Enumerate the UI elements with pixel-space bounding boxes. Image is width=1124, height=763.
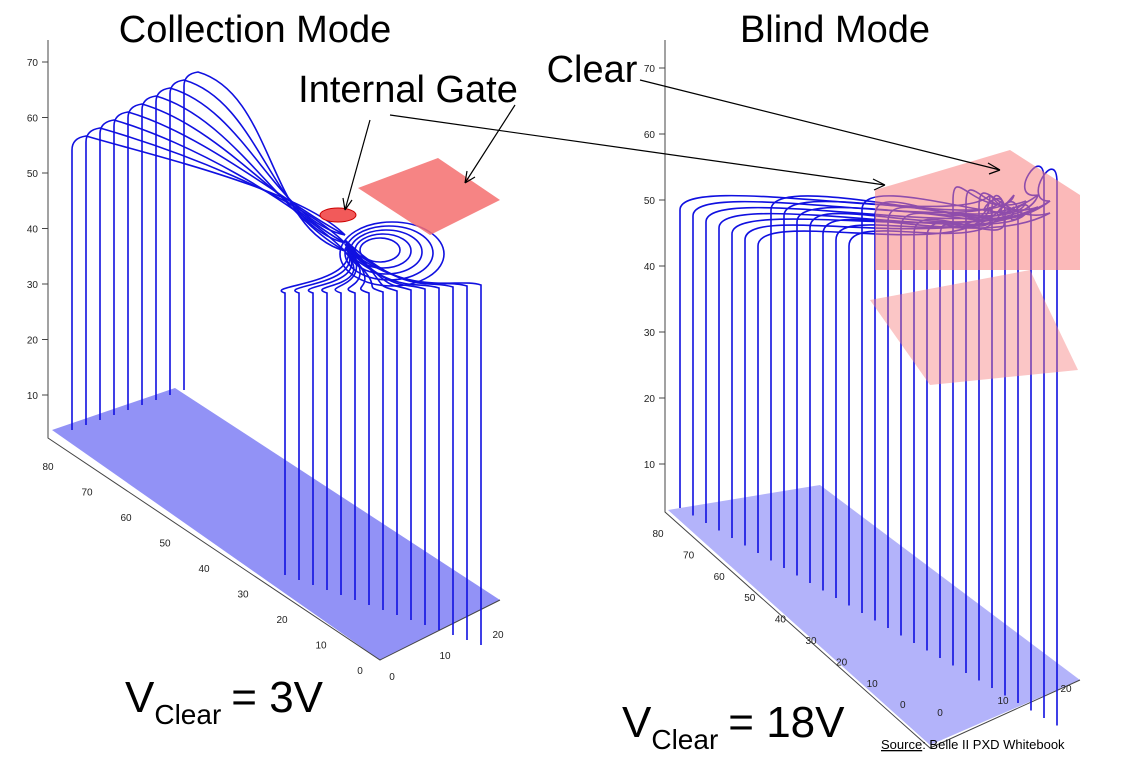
z-tick-label: 40 — [27, 225, 39, 236]
field-loop — [360, 238, 400, 262]
y-tick-label: 0 — [900, 700, 906, 711]
field-line — [114, 112, 345, 415]
y-tick-label: 10 — [867, 679, 879, 690]
voltage-subscript: Clear — [651, 724, 718, 755]
y-tick-label: 50 — [159, 539, 171, 550]
z-tick-label: 30 — [27, 280, 39, 291]
field-loop — [355, 234, 411, 268]
z-tick-label: 60 — [27, 114, 39, 125]
y-tick-label: 60 — [714, 572, 726, 583]
source-label: Source — [881, 737, 922, 752]
source-note: Source: Belle II PXD Whitebook — [881, 737, 1065, 752]
z-tick-label: 70 — [27, 58, 39, 69]
z-tick-label: 60 — [644, 130, 656, 141]
z-tick-label: 50 — [27, 169, 39, 180]
z-tick-label: 50 — [644, 196, 656, 207]
y-tick-label: 70 — [81, 488, 93, 499]
panel-title: Blind Mode — [740, 9, 930, 51]
clear-electrode — [875, 150, 1080, 270]
x-tick-label: 10 — [439, 651, 451, 662]
z-tick-label: 70 — [644, 64, 656, 75]
y-tick-label: 80 — [42, 462, 54, 473]
voltage-symbol: V — [622, 698, 652, 747]
y-tick-label: 30 — [805, 636, 817, 647]
field-line — [100, 120, 345, 420]
y-tick-label: 40 — [775, 615, 787, 626]
y-tick-label: 80 — [652, 529, 664, 540]
z-tick-label: 20 — [27, 336, 39, 347]
y-tick-label: 70 — [683, 550, 695, 561]
z-tick-label: 10 — [27, 391, 39, 402]
voltage-subscript: Clear — [154, 699, 221, 730]
y-tick-label: 60 — [120, 513, 132, 524]
y-tick-label: 50 — [744, 593, 756, 604]
annotation: Internal Gate — [298, 69, 518, 111]
z-tick-label: 20 — [644, 394, 656, 405]
z-tick-label: 30 — [644, 328, 656, 339]
x-tick-label: 20 — [1060, 684, 1072, 695]
x-tick-label: 0 — [937, 708, 943, 719]
z-tick-label: 40 — [644, 262, 656, 273]
voltage-value: = 18V — [728, 698, 845, 747]
x-tick-label: 10 — [997, 696, 1009, 707]
annotation: Clear — [547, 49, 638, 91]
internal-gate — [320, 208, 356, 222]
panel-title: Collection Mode — [119, 9, 391, 51]
source-text: : Belle II PXD Whitebook — [922, 737, 1065, 752]
y-tick-label: 20 — [836, 657, 848, 668]
voltage-label: VClear = 18V — [622, 698, 845, 755]
field-line — [142, 96, 345, 405]
voltage-value: = 3V — [231, 673, 323, 722]
slide: Collection Mode Blind Mode Internal Gate… — [0, 0, 1124, 763]
voltage-symbol: V — [125, 673, 155, 722]
z-tick-label: 10 — [644, 460, 656, 471]
y-tick-label: 20 — [276, 615, 288, 626]
y-tick-label: 30 — [237, 590, 249, 601]
voltage-label: VClear = 3V — [125, 673, 324, 730]
field-line — [184, 72, 345, 390]
y-tick-label: 10 — [315, 641, 327, 652]
y-tick-label: 40 — [198, 564, 210, 575]
x-tick-label: 0 — [389, 672, 395, 683]
y-tick-label: 0 — [357, 666, 363, 677]
x-tick-label: 20 — [492, 630, 504, 641]
